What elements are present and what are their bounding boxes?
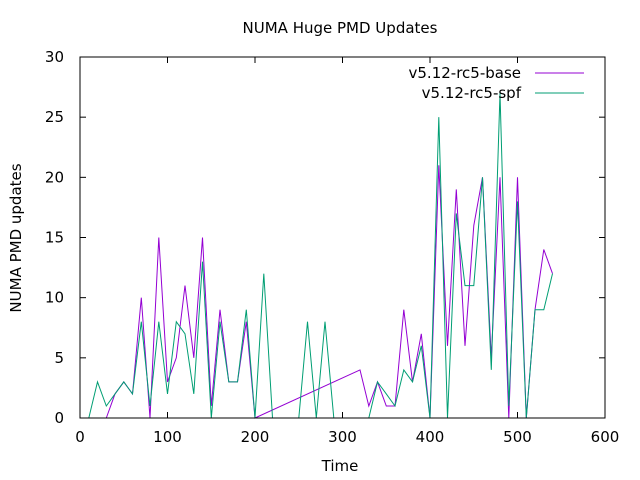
y-tick-label: 20 xyxy=(45,168,64,186)
x-tick-label: 400 xyxy=(416,428,445,446)
y-tick-label: 10 xyxy=(45,289,64,307)
plot-lines xyxy=(88,93,553,419)
x-tick-label: 100 xyxy=(153,428,182,446)
y-axis-label: NUMA PMD updates xyxy=(7,163,25,312)
series-line-0 xyxy=(105,165,553,419)
legend-label: v5.12-rc5-base xyxy=(409,64,522,82)
x-tick-label: 600 xyxy=(591,428,620,446)
y-tick-label: 5 xyxy=(54,349,64,367)
y-tick-label: 25 xyxy=(45,108,64,126)
series-line-1 xyxy=(88,93,553,419)
y-tick-label: 0 xyxy=(54,409,64,427)
chart-title: NUMA Huge PMD Updates xyxy=(243,19,438,37)
plot-frame xyxy=(79,56,606,419)
x-tick-label: 200 xyxy=(241,428,270,446)
legend-label: v5.12-rc5-spf xyxy=(422,84,522,102)
y-tick-label: 15 xyxy=(45,229,64,247)
axis-ticks: 0 100 200 300 400 500 600 0 5 10 15 20 25 30 xyxy=(45,48,619,446)
x-axis-label: Time xyxy=(321,457,359,475)
x-tick-label: 500 xyxy=(503,428,532,446)
legend: v5.12-rc5-base v5.12-rc5-spf xyxy=(409,64,584,102)
x-tick-label: 0 xyxy=(75,428,85,446)
x-tick-label: 300 xyxy=(328,428,357,446)
y-tick-label: 30 xyxy=(45,48,64,66)
